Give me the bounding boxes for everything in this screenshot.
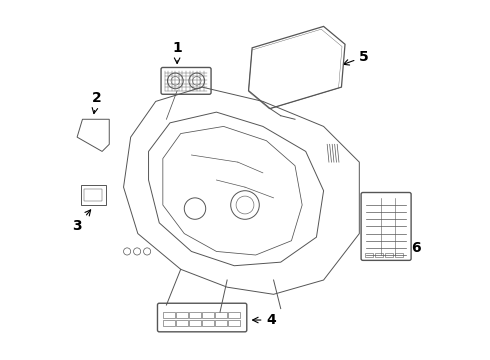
Bar — [202, 320, 214, 327]
Text: 1: 1 — [172, 41, 182, 63]
Text: 2: 2 — [92, 91, 101, 113]
Bar — [202, 312, 214, 319]
Text: 6: 6 — [411, 241, 421, 255]
Bar — [385, 252, 392, 257]
Bar — [215, 312, 227, 319]
Text: 3: 3 — [73, 210, 91, 233]
Bar — [189, 312, 201, 319]
Bar — [394, 252, 402, 257]
Text: 5: 5 — [343, 50, 369, 65]
Text: 4: 4 — [252, 313, 276, 327]
Bar — [228, 312, 240, 319]
Bar — [365, 252, 372, 257]
Bar — [375, 252, 383, 257]
Bar — [163, 320, 174, 327]
Bar — [176, 312, 188, 319]
Bar — [228, 320, 240, 327]
Bar — [176, 320, 188, 327]
Bar — [81, 185, 106, 205]
Bar — [84, 189, 102, 202]
Bar — [189, 320, 201, 327]
Bar — [215, 320, 227, 327]
Bar — [163, 312, 174, 319]
